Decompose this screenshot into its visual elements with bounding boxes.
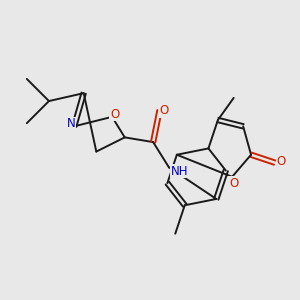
Text: O: O [276, 154, 286, 168]
Text: O: O [110, 108, 119, 121]
Text: N: N [67, 117, 75, 130]
Text: O: O [229, 177, 238, 190]
Text: NH: NH [170, 165, 188, 178]
Text: O: O [160, 104, 169, 117]
